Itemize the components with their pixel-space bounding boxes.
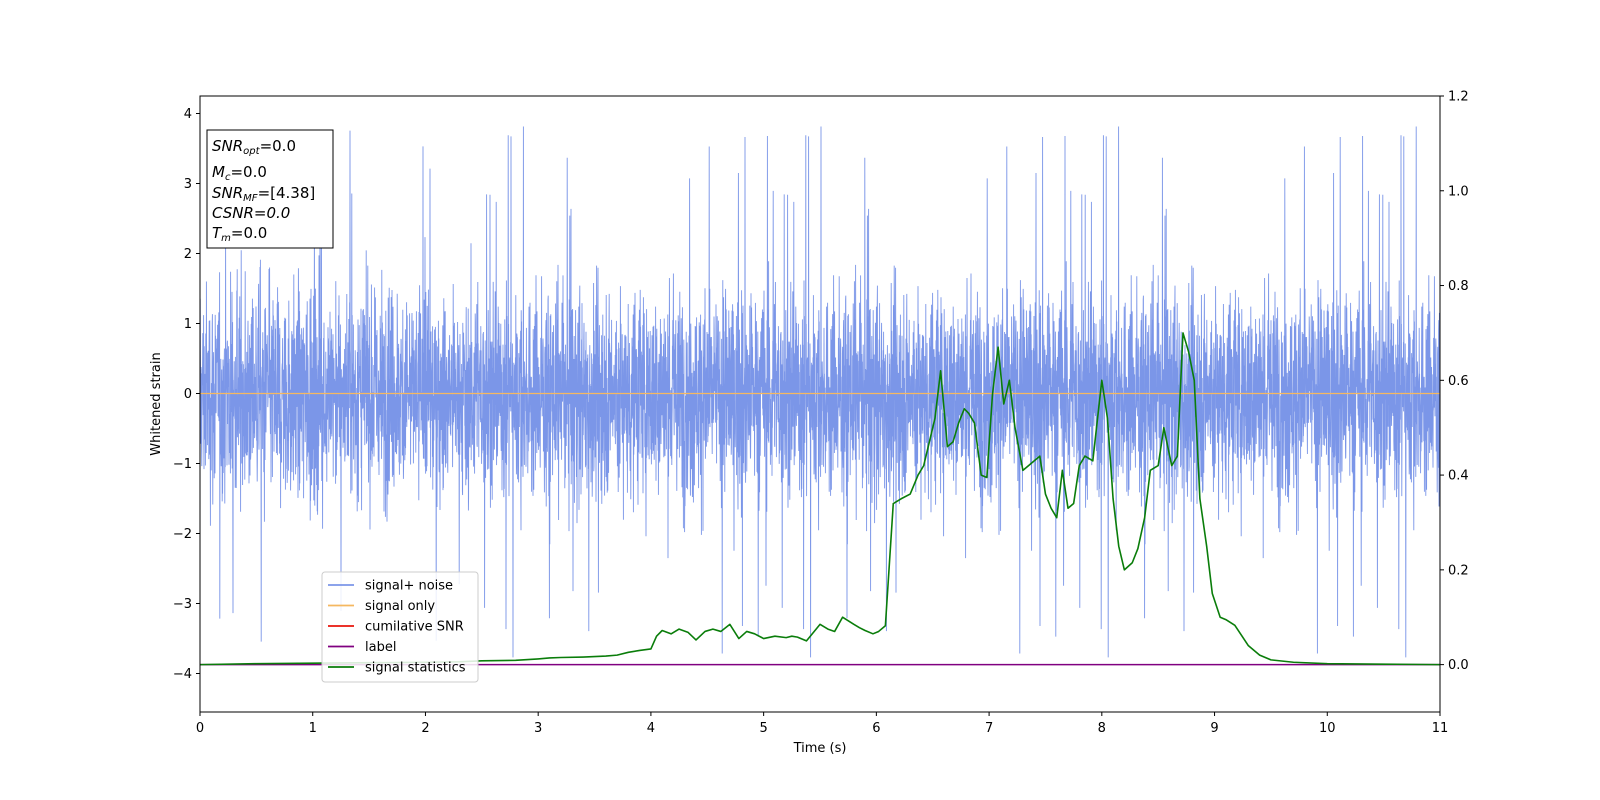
info-mc-sub: c <box>225 172 231 183</box>
y-tick-label: 0 <box>184 387 192 402</box>
y-tick-label: 3 <box>184 177 192 192</box>
x-tick-label: 11 <box>1432 721 1449 736</box>
info-mc: Mc=0.0 <box>212 163 267 183</box>
info-snr-mf-base: SNR <box>212 184 243 202</box>
y-tick-label: −2 <box>173 527 192 542</box>
y-axis-right: 1.2 1.0 0.8 0.6 0.4 0.2 0.0 <box>1440 90 1469 673</box>
info-tm: Tm=0.0 <box>212 224 267 244</box>
legend-label: signal only <box>365 599 435 614</box>
info-box: SNRopt=0.0 Mc=0.0 SNRMF=[4.38] CSNR=0.0 … <box>206 129 334 249</box>
info-snr-opt-base: SNR <box>212 137 243 155</box>
x-tick-label: 10 <box>1319 721 1336 736</box>
y2-tick-label: 0.8 <box>1448 279 1469 294</box>
info-mc-base: M <box>212 163 225 181</box>
x-tick-label: 0 <box>196 721 204 736</box>
y-tick-label: −1 <box>173 457 192 472</box>
x-tick-label: 4 <box>647 721 655 736</box>
series-line-signal-statistics <box>200 332 1440 666</box>
y2-tick-label: 1.2 <box>1448 90 1469 105</box>
legend-label: signal+ noise <box>365 579 453 594</box>
info-snr-mf: SNRMF=[4.38] <box>212 184 315 204</box>
y2-tick-label: 1.0 <box>1448 184 1469 199</box>
info-box-frame <box>206 129 334 249</box>
legend-label: label <box>365 640 396 655</box>
y2-tick-label: 0.4 <box>1448 469 1469 484</box>
info-tm-sub: m <box>221 233 231 244</box>
info-tm-value: =0.0 <box>231 224 267 242</box>
y-tick-label: −4 <box>173 667 192 682</box>
x-tick-label: 8 <box>1098 721 1106 736</box>
y-axis-title: Whitened strain <box>149 352 164 455</box>
y-tick-label: 2 <box>184 247 192 262</box>
x-tick-label: 5 <box>759 721 767 736</box>
info-snr-opt-value: =0.0 <box>260 137 296 155</box>
y-tick-label: 1 <box>184 317 192 332</box>
series-line-signal-noise <box>200 126 1440 658</box>
legend-label: cumilative SNR <box>365 620 464 635</box>
info-mc-value: =0.0 <box>230 163 266 181</box>
legend-frame <box>321 571 479 683</box>
x-tick-label: 9 <box>1210 721 1218 736</box>
legend-label: signal statistics <box>365 661 466 676</box>
x-tick-label: 2 <box>421 721 429 736</box>
y-axis-left: 4 3 2 1 0 −1 −2 −3 −4 <box>173 107 200 682</box>
info-csnr: CSNR=0.0 <box>212 204 290 222</box>
info-snr-mf-sub: MF <box>243 193 258 204</box>
plot-frame <box>199 95 1441 713</box>
legend: signal+ noise signal only cumilative SNR la… <box>321 571 479 683</box>
y-tick-label: 4 <box>184 107 192 122</box>
x-tick-label: 6 <box>872 721 880 736</box>
y2-tick-label: 0.6 <box>1448 374 1469 389</box>
x-tick-label: 7 <box>985 721 993 736</box>
info-snr-mf-value: =[4.38] <box>258 184 316 202</box>
x-tick-label: 1 <box>309 721 317 736</box>
info-snr-opt-sub: opt <box>243 146 260 157</box>
y2-tick-label: 0.0 <box>1448 658 1469 673</box>
y-tick-label: −3 <box>173 597 192 612</box>
y2-tick-label: 0.2 <box>1448 563 1469 578</box>
x-axis-title: Time (s) <box>793 741 847 756</box>
info-snr-opt: SNRopt=0.0 <box>212 137 296 157</box>
legend-items: signal+ noise signal only cumilative SNR la… <box>328 579 466 676</box>
x-axis: 0 1 2 3 4 5 6 7 8 9 10 11 <box>196 712 1448 736</box>
x-tick-label: 3 <box>534 721 542 736</box>
info-tm-base: T <box>212 224 223 242</box>
